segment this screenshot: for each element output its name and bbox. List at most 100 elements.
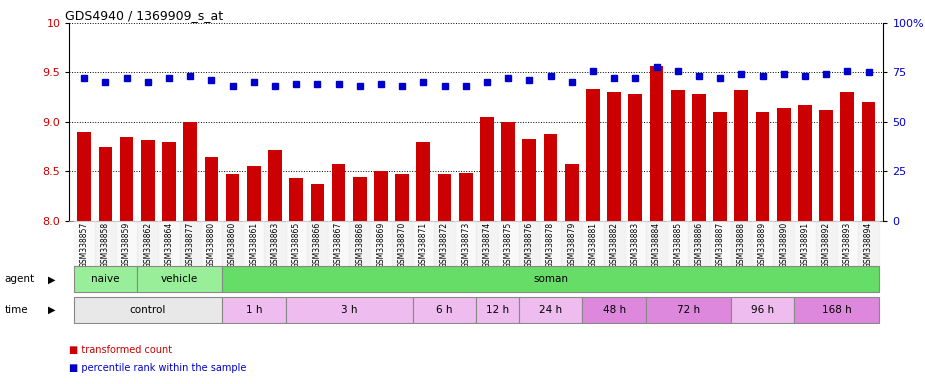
Text: GSM338887: GSM338887 <box>716 222 724 268</box>
Bar <box>395 174 409 221</box>
Bar <box>204 157 218 221</box>
Bar <box>752 221 773 286</box>
Bar <box>561 221 583 286</box>
Bar <box>222 221 243 286</box>
Bar <box>290 178 303 221</box>
Bar <box>119 137 133 221</box>
Bar <box>222 266 879 292</box>
Bar <box>311 184 325 221</box>
Bar <box>141 140 154 221</box>
Bar <box>586 89 599 221</box>
Bar <box>222 297 286 323</box>
Bar <box>476 297 519 323</box>
Text: GSM338881: GSM338881 <box>588 222 598 268</box>
Bar <box>646 297 731 323</box>
Bar <box>519 297 583 323</box>
Text: 24 h: 24 h <box>539 305 562 315</box>
Bar <box>137 266 222 292</box>
Bar <box>459 173 473 221</box>
Text: GSM338860: GSM338860 <box>228 222 237 268</box>
Text: 12 h: 12 h <box>486 305 509 315</box>
Text: control: control <box>130 305 166 315</box>
Text: GSM338877: GSM338877 <box>186 222 194 268</box>
Bar <box>350 221 370 286</box>
Bar <box>332 164 345 221</box>
Text: GSM338870: GSM338870 <box>398 222 407 268</box>
Text: GSM338874: GSM338874 <box>483 222 491 268</box>
Bar <box>286 297 413 323</box>
Text: 1 h: 1 h <box>245 305 262 315</box>
Bar <box>391 221 413 286</box>
Text: soman: soman <box>533 274 568 285</box>
Bar <box>756 112 770 221</box>
Text: GSM338883: GSM338883 <box>631 222 640 268</box>
Bar <box>94 221 116 286</box>
Bar <box>837 221 857 286</box>
Text: GSM338865: GSM338865 <box>291 222 301 268</box>
Bar <box>179 221 201 286</box>
Bar <box>374 171 388 221</box>
Bar <box>795 221 816 286</box>
Text: GSM338875: GSM338875 <box>504 222 512 268</box>
Text: GSM338867: GSM338867 <box>334 222 343 268</box>
Text: time: time <box>5 305 29 315</box>
Bar <box>692 94 706 221</box>
Text: ■ percentile rank within the sample: ■ percentile rank within the sample <box>69 362 247 373</box>
Bar <box>201 221 222 286</box>
Text: GSM338888: GSM338888 <box>737 222 746 268</box>
Text: GSM338893: GSM338893 <box>843 222 852 268</box>
Text: ▶: ▶ <box>48 305 55 315</box>
Bar <box>649 66 663 221</box>
Bar <box>158 221 179 286</box>
Text: GSM338878: GSM338878 <box>546 222 555 268</box>
Bar <box>455 221 476 286</box>
Bar <box>523 139 536 221</box>
Text: 3 h: 3 h <box>341 305 357 315</box>
Bar <box>328 221 349 286</box>
Bar <box>628 94 642 221</box>
Text: GSM338862: GSM338862 <box>143 222 153 268</box>
Text: GSM338886: GSM338886 <box>695 222 703 268</box>
Bar <box>74 221 95 286</box>
Bar <box>777 108 791 221</box>
Bar <box>608 92 621 221</box>
Text: GSM338869: GSM338869 <box>376 222 386 268</box>
Bar <box>795 297 879 323</box>
Text: GDS4940 / 1369909_s_at: GDS4940 / 1369909_s_at <box>66 9 224 22</box>
Text: ▶: ▶ <box>48 274 55 285</box>
Text: GSM338884: GSM338884 <box>652 222 661 268</box>
Text: GSM338876: GSM338876 <box>524 222 534 268</box>
Bar <box>603 221 624 286</box>
Bar <box>413 297 476 323</box>
Bar <box>731 297 795 323</box>
Bar <box>413 221 434 286</box>
Bar <box>544 134 558 221</box>
Text: GSM338889: GSM338889 <box>758 222 767 268</box>
Text: GSM338894: GSM338894 <box>864 222 873 268</box>
Bar <box>183 122 197 221</box>
Bar <box>820 110 833 221</box>
Bar <box>137 221 158 286</box>
Bar <box>667 221 688 286</box>
Text: GSM338863: GSM338863 <box>270 222 279 268</box>
Bar <box>501 122 515 221</box>
Bar <box>498 221 519 286</box>
Bar <box>247 166 261 221</box>
Bar <box>78 132 91 221</box>
Text: GSM338864: GSM338864 <box>165 222 174 268</box>
Text: GSM338857: GSM338857 <box>80 222 89 268</box>
Text: ■ transformed count: ■ transformed count <box>69 345 172 356</box>
Bar <box>713 112 727 221</box>
Text: GSM338890: GSM338890 <box>779 222 788 268</box>
Bar <box>438 174 451 221</box>
Bar <box>862 102 875 221</box>
Text: GSM338861: GSM338861 <box>250 222 258 268</box>
Bar <box>841 92 854 221</box>
Bar <box>226 174 240 221</box>
Text: GSM338859: GSM338859 <box>122 222 131 268</box>
Text: vehicle: vehicle <box>161 274 198 285</box>
Bar <box>286 221 307 286</box>
Bar <box>265 221 286 286</box>
Bar <box>74 297 222 323</box>
Bar <box>74 266 137 292</box>
